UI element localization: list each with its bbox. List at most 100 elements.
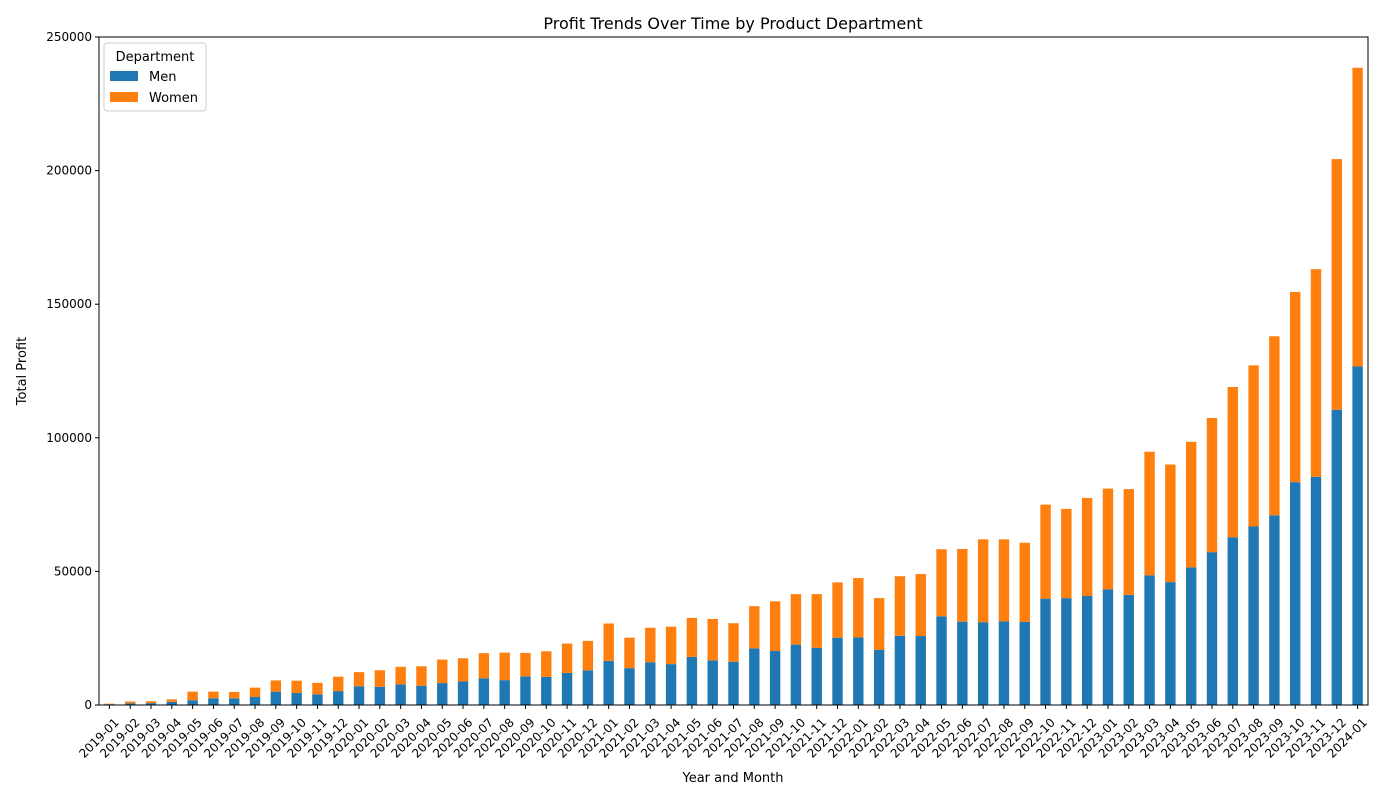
legend-swatch-men xyxy=(110,71,138,81)
bar-women-2021-08 xyxy=(749,606,760,649)
bar-men-2023-03 xyxy=(1144,575,1155,705)
bar-men-2022-05 xyxy=(936,616,947,705)
bar-men-2023-04 xyxy=(1165,582,1176,705)
bar-women-2023-12 xyxy=(1331,159,1342,410)
bar-men-2019-03 xyxy=(145,703,157,705)
bar-men-2023-10 xyxy=(1289,482,1301,705)
x-axis-ticks: 2019-012019-022019-032019-042019-052019-… xyxy=(76,705,1370,761)
bar-women-2020-04 xyxy=(416,666,427,686)
bar-men-2020-04 xyxy=(416,685,427,705)
bar-women-2023-03 xyxy=(1144,451,1155,576)
bar-men-2019-12 xyxy=(333,691,344,705)
bar-women-2020-08 xyxy=(499,652,510,681)
bar-men-2021-03 xyxy=(645,662,656,705)
bar-men-2022-10 xyxy=(1040,598,1051,705)
bar-women-2021-04 xyxy=(665,626,677,665)
bar-women-2022-07 xyxy=(977,539,989,623)
bar-men-2020-09 xyxy=(520,676,531,705)
bar-women-2021-10 xyxy=(790,594,802,645)
bar-women-2021-07 xyxy=(728,623,739,662)
bar-men-2020-06 xyxy=(457,681,469,705)
chart-title: Profit Trends Over Time by Product Depar… xyxy=(543,14,922,33)
bar-men-2022-09 xyxy=(1019,621,1030,705)
y-axis-ticks: 0 50000 100000 150000 200000 250000 xyxy=(46,30,99,712)
bar-men-2021-12 xyxy=(832,637,843,705)
bar-men-2019-05 xyxy=(187,700,198,705)
bar-women-2020-01 xyxy=(353,672,365,687)
bar-women-2019-08 xyxy=(249,687,261,697)
bar-women-2022-10 xyxy=(1040,504,1051,599)
bar-women-2023-09 xyxy=(1269,336,1280,516)
bar-men-2021-07 xyxy=(728,661,739,705)
bar-women-2022-02 xyxy=(873,598,885,650)
bar-men-2020-10 xyxy=(541,676,552,705)
bar-men-2023-07 xyxy=(1227,537,1238,705)
bar-women-2021-03 xyxy=(645,627,656,663)
bar-women-2021-05 xyxy=(686,617,698,657)
bar-men-2023-05 xyxy=(1185,567,1197,705)
bar-men-2019-07 xyxy=(229,698,240,705)
plot-frame xyxy=(98,36,1369,706)
legend: Department Men Women xyxy=(103,42,207,112)
legend-swatch-women xyxy=(110,92,138,102)
bar-women-2023-04 xyxy=(1165,464,1176,583)
bar-men-2022-02 xyxy=(873,649,885,705)
bar-women-2022-08 xyxy=(998,539,1010,622)
bar-women-2019-12 xyxy=(333,676,344,692)
bar-men-2020-07 xyxy=(478,678,490,705)
bar-men-2022-03 xyxy=(894,635,906,705)
bar-men-2020-01 xyxy=(353,686,365,705)
bar-men-2023-09 xyxy=(1269,515,1280,705)
bar-women-2019-04 xyxy=(166,699,178,702)
bar-men-2023-06 xyxy=(1206,552,1218,705)
bars-layer xyxy=(104,67,1363,705)
bar-women-2019-02 xyxy=(125,701,136,704)
bar-men-2020-03 xyxy=(395,684,406,705)
y-axis-label: Total Profit xyxy=(15,337,30,406)
y-tick-label: 100000 xyxy=(46,431,92,445)
legend-title: Department xyxy=(116,50,195,65)
bar-women-2020-11 xyxy=(561,643,573,673)
y-tick-label: 150000 xyxy=(46,297,92,311)
legend-label-women: Women xyxy=(149,91,198,106)
bar-men-2021-06 xyxy=(707,660,718,705)
bar-men-2019-11 xyxy=(312,694,323,705)
bar-men-2021-09 xyxy=(769,651,781,705)
bar-women-2019-06 xyxy=(208,691,219,699)
bar-women-2019-11 xyxy=(312,682,323,695)
legend-label-men: Men xyxy=(149,70,176,85)
bar-women-2023-07 xyxy=(1227,387,1238,538)
bar-women-2023-08 xyxy=(1248,365,1259,527)
bar-men-2022-01 xyxy=(853,637,864,705)
bar-women-2019-09 xyxy=(270,680,282,692)
bar-women-2022-11 xyxy=(1061,508,1072,599)
bar-women-2021-02 xyxy=(624,637,635,669)
bar-men-2022-12 xyxy=(1081,595,1093,705)
bar-women-2021-12 xyxy=(832,582,843,638)
bar-men-2023-11 xyxy=(1310,476,1322,705)
bar-women-2020-12 xyxy=(582,640,594,671)
bar-women-2019-01 xyxy=(104,703,115,705)
bar-men-2022-06 xyxy=(957,621,968,705)
bar-men-2024-01 xyxy=(1352,366,1363,705)
bar-women-2023-02 xyxy=(1123,489,1134,595)
bar-women-2021-01 xyxy=(603,623,614,661)
bar-women-2023-01 xyxy=(1102,488,1114,590)
x-axis-label: Year and Month xyxy=(682,771,784,786)
bar-women-2020-03 xyxy=(395,666,406,685)
bar-men-2022-08 xyxy=(998,621,1010,705)
bar-women-2023-11 xyxy=(1310,269,1322,477)
bar-women-2022-09 xyxy=(1019,542,1030,622)
bar-women-2019-03 xyxy=(145,701,157,704)
bar-men-2021-08 xyxy=(749,648,760,705)
bar-women-2020-10 xyxy=(541,651,552,677)
y-tick-label: 50000 xyxy=(54,564,92,578)
bar-men-2020-02 xyxy=(374,686,386,705)
bar-men-2020-11 xyxy=(561,672,573,705)
bar-women-2022-06 xyxy=(957,548,968,622)
bar-women-2023-06 xyxy=(1206,418,1218,553)
bar-women-2023-10 xyxy=(1289,291,1301,483)
bar-women-2021-09 xyxy=(769,601,781,652)
bar-men-2023-01 xyxy=(1102,589,1114,705)
bar-women-2022-01 xyxy=(853,578,864,638)
